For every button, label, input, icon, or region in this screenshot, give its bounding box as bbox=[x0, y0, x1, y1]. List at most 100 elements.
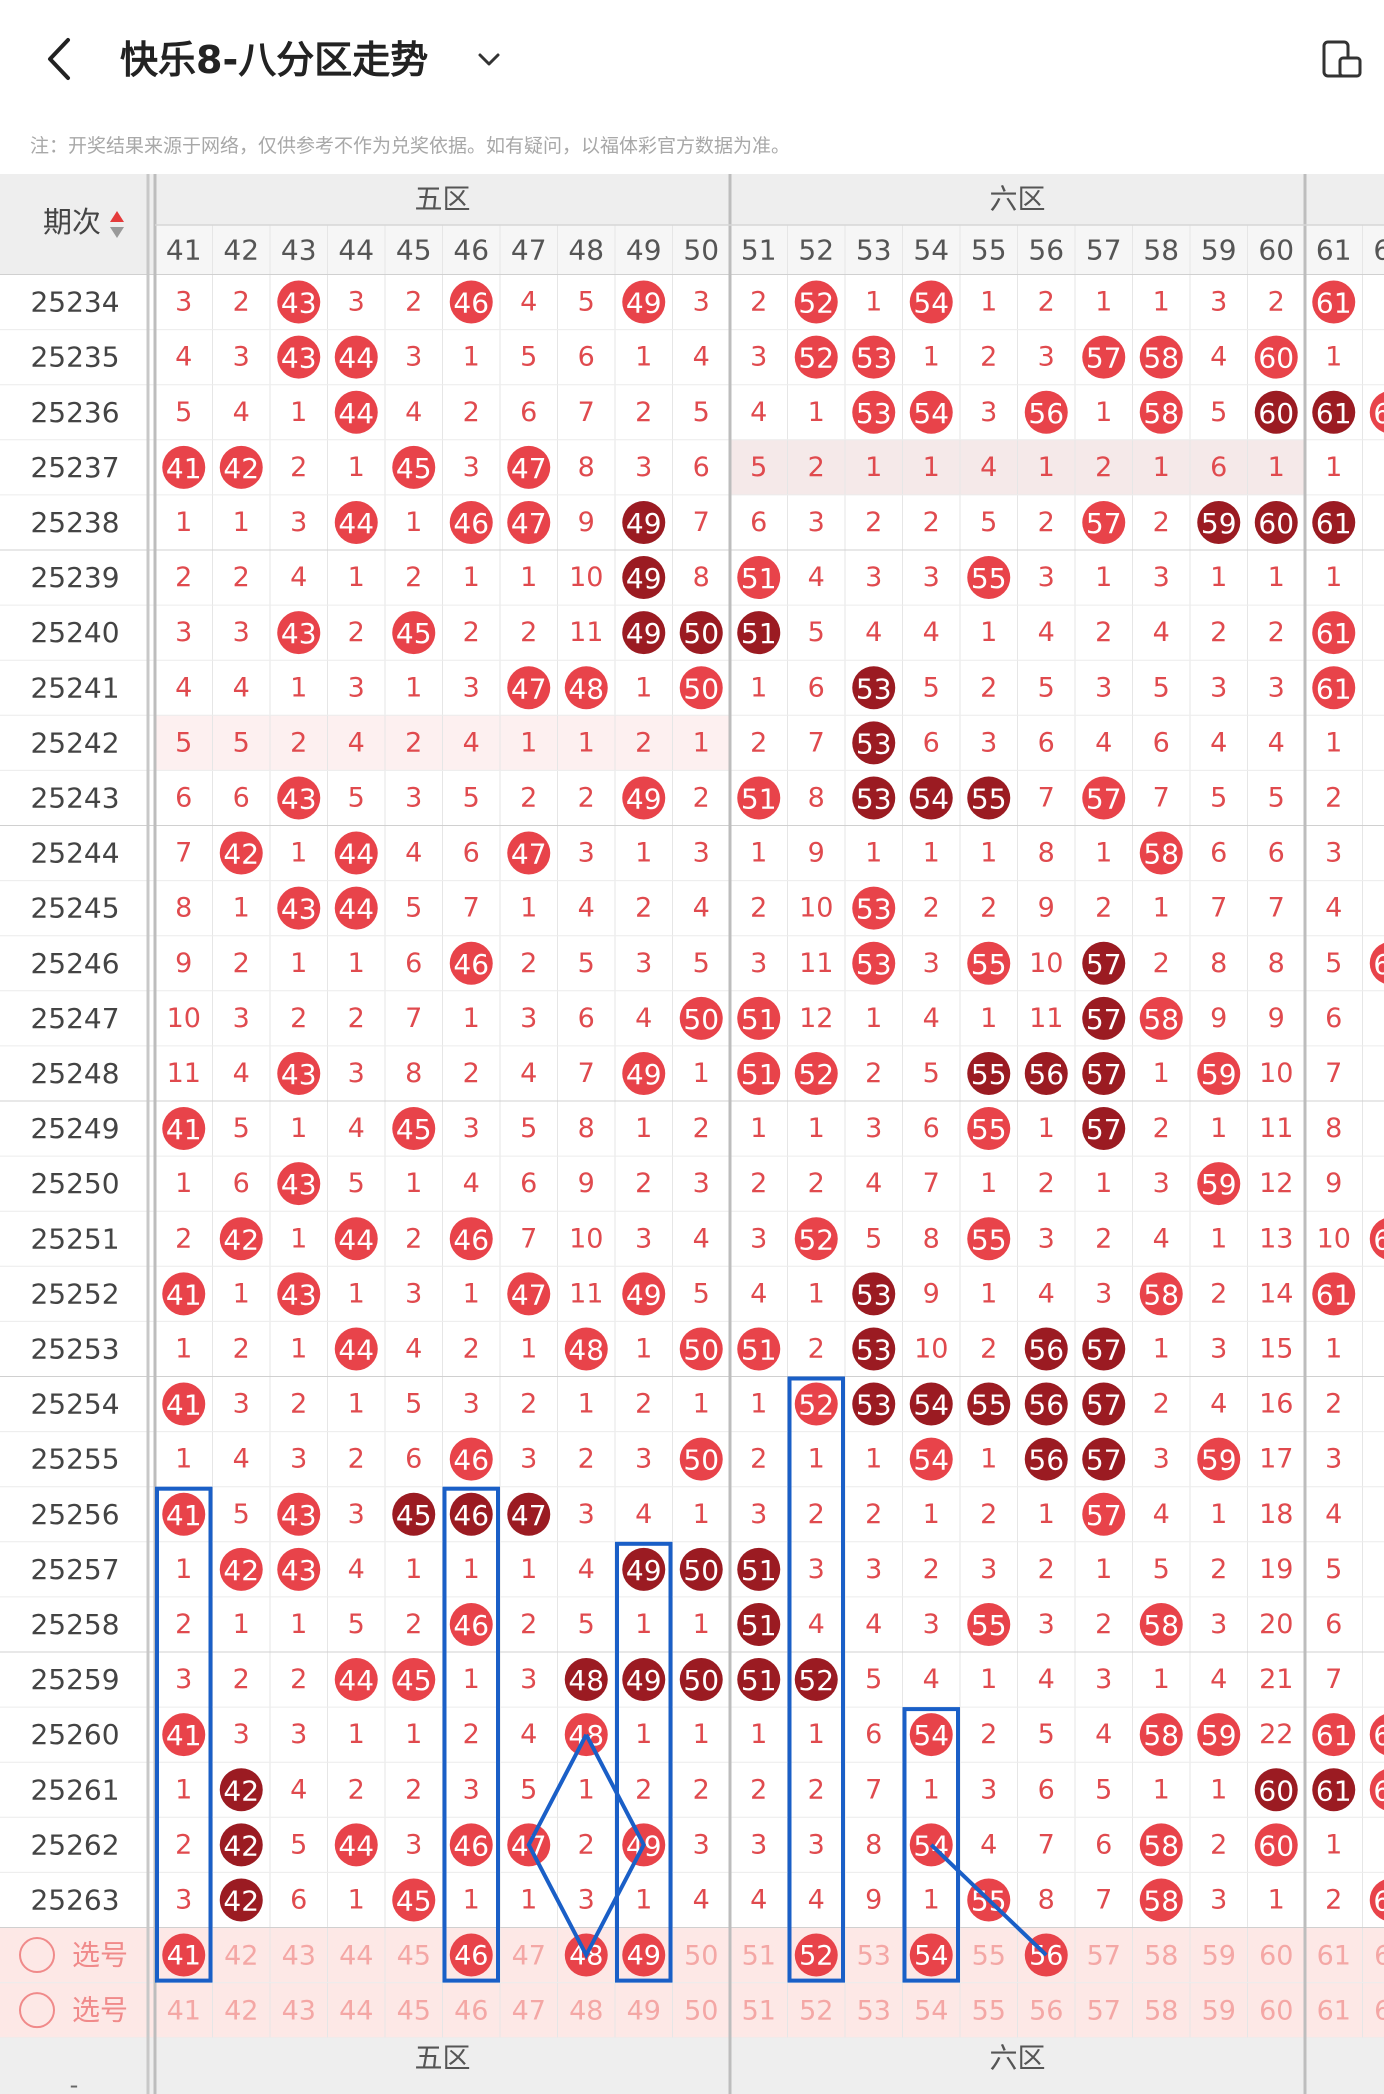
select-number[interactable]: 45 bbox=[397, 1941, 431, 1972]
miss-count: 14 bbox=[1259, 1278, 1293, 1309]
miss-count: 1 bbox=[693, 1719, 710, 1750]
drawn-ball bbox=[277, 1547, 321, 1591]
miss-count: 5 bbox=[693, 948, 710, 979]
period-column-header[interactable]: 期次 bbox=[43, 205, 101, 239]
select-number[interactable]: 57 bbox=[1087, 1996, 1121, 2027]
drawn-ball bbox=[1082, 1107, 1126, 1151]
drawn-ball bbox=[162, 1272, 206, 1316]
miss-count: 1 bbox=[635, 1333, 652, 1364]
miss-count: 1 bbox=[520, 1554, 537, 1585]
drawn-ball bbox=[1254, 500, 1298, 544]
select-number[interactable]: 59 bbox=[1202, 1941, 1236, 1972]
select-number[interactable]: 60 bbox=[1259, 1996, 1293, 2027]
miss-count: 1 bbox=[233, 893, 250, 924]
selected-number[interactable]: 52 bbox=[799, 1941, 833, 1972]
select-number[interactable]: 58 bbox=[1144, 1996, 1178, 2027]
select-number[interactable]: 47 bbox=[512, 1941, 546, 1972]
miss-count: 5 bbox=[348, 782, 365, 813]
select-number[interactable]: 44 bbox=[339, 1996, 373, 2027]
drawn-number: 49 bbox=[626, 287, 662, 320]
select-number[interactable]: 54 bbox=[914, 1996, 948, 2027]
drawn-number: 57 bbox=[1086, 1003, 1122, 1036]
miss-count: 5 bbox=[1268, 782, 1285, 813]
sort-icon[interactable] bbox=[110, 211, 124, 238]
select-number[interactable]: 51 bbox=[742, 1941, 776, 1972]
miss-count: 9 bbox=[578, 507, 595, 538]
drawn-ball bbox=[852, 1382, 896, 1426]
table-row: 25245 8 1 43 44 5 7 1 4 2 4 2 10 53 2 2 9 2 1 7 7 4 bbox=[30, 886, 1342, 930]
select-number[interactable]: 61 bbox=[1317, 1941, 1351, 1972]
select-number[interactable]: 53 bbox=[857, 1941, 891, 1972]
select-number[interactable]: 60 bbox=[1259, 1941, 1293, 1972]
selected-number[interactable]: 54 bbox=[914, 1941, 948, 1972]
table-row: 25255 1 4 3 2 6 46 3 2 3 50 2 1 1 54 1 56 57 3 59 17 3 bbox=[30, 1437, 1342, 1481]
drawn-number: 46 bbox=[453, 507, 489, 540]
selected-ball[interactable] bbox=[449, 1933, 493, 1977]
drawn-number: 41 bbox=[166, 1113, 202, 1146]
miss-count: 1 bbox=[980, 1003, 997, 1034]
select-number[interactable]: 61 bbox=[1317, 1996, 1351, 2027]
selected-number[interactable]: 46 bbox=[454, 1941, 488, 1972]
select-number[interactable]: 41 bbox=[167, 1996, 201, 2027]
select-number[interactable]: 43 bbox=[282, 1996, 316, 2027]
miss-count: 2 bbox=[290, 1664, 307, 1695]
chevron-left-icon[interactable] bbox=[40, 34, 80, 84]
chevron-down-icon[interactable] bbox=[476, 48, 502, 70]
miss-count: 4 bbox=[520, 287, 537, 318]
select-number[interactable]: 58 bbox=[1144, 1941, 1178, 1972]
drawn-ball bbox=[1254, 390, 1298, 434]
miss-count: 3 bbox=[1268, 672, 1285, 703]
miss-count: 5 bbox=[520, 1113, 537, 1144]
select-number[interactable]: 59 bbox=[1202, 1996, 1236, 2027]
column-number: 46 bbox=[453, 234, 489, 267]
select-number[interactable]: 53 bbox=[857, 1996, 891, 2027]
selected-number[interactable]: 49 bbox=[627, 1941, 661, 1972]
selected-ball[interactable] bbox=[622, 1933, 666, 1977]
miss-count: 3 bbox=[1325, 838, 1342, 869]
selected-ball[interactable] bbox=[794, 1933, 838, 1977]
selected-ball[interactable] bbox=[909, 1933, 953, 1977]
device-icon[interactable] bbox=[1320, 38, 1364, 82]
miss-count: 1 bbox=[635, 1609, 652, 1640]
select-number[interactable]: 42 bbox=[224, 1996, 258, 2027]
miss-count: 5 bbox=[175, 397, 192, 428]
selected-number[interactable]: 41 bbox=[167, 1941, 201, 1972]
select-number[interactable]: 62 bbox=[1374, 1996, 1384, 2027]
miss-count: 3 bbox=[348, 672, 365, 703]
period-label: 25252 bbox=[30, 1277, 119, 1310]
select-number[interactable]: 62 bbox=[1374, 1941, 1384, 1972]
select-number[interactable]: 48 bbox=[569, 1996, 603, 2027]
select-number[interactable]: 55 bbox=[972, 1996, 1006, 2027]
radio-icon[interactable] bbox=[19, 1937, 55, 1974]
select-number[interactable]: 52 bbox=[799, 1996, 833, 2027]
miss-count: 1 bbox=[175, 1333, 192, 1364]
select-number[interactable]: 51 bbox=[742, 1996, 776, 2027]
miss-count: 3 bbox=[405, 342, 422, 373]
miss-count: 4 bbox=[233, 1444, 250, 1475]
miss-count: 5 bbox=[1325, 1554, 1342, 1585]
drawn-number: 53 bbox=[856, 1389, 892, 1422]
select-number[interactable]: 42 bbox=[224, 1941, 258, 1972]
select-label[interactable]: 选号 bbox=[72, 1994, 128, 2027]
select-label[interactable]: 选号 bbox=[72, 1939, 128, 1972]
select-number[interactable]: 49 bbox=[627, 1996, 661, 2027]
select-number[interactable]: 47 bbox=[512, 1996, 546, 2027]
page-title[interactable]: 快乐8-八分区走势 bbox=[120, 38, 429, 82]
miss-count: 3 bbox=[750, 342, 767, 373]
select-number[interactable]: 57 bbox=[1087, 1941, 1121, 1972]
select-number[interactable]: 44 bbox=[339, 1941, 373, 1972]
select-number[interactable]: 55 bbox=[972, 1941, 1006, 1972]
select-number[interactable]: 50 bbox=[684, 1996, 718, 2027]
drawn-ball bbox=[909, 390, 953, 434]
select-number[interactable]: 50 bbox=[684, 1941, 718, 1972]
drawn-ball bbox=[1082, 335, 1126, 379]
drawn-ball bbox=[1197, 1713, 1241, 1757]
select-number[interactable]: 45 bbox=[397, 1996, 431, 2027]
select-number[interactable]: 56 bbox=[1029, 1996, 1063, 2027]
select-number[interactable]: 43 bbox=[282, 1941, 316, 1972]
drawn-ball bbox=[1369, 1218, 1384, 1259]
radio-icon[interactable] bbox=[19, 1992, 55, 2029]
select-number[interactable]: 46 bbox=[454, 1996, 488, 2027]
miss-count: 1 bbox=[923, 1499, 940, 1530]
selected-ball[interactable] bbox=[162, 1933, 206, 1977]
